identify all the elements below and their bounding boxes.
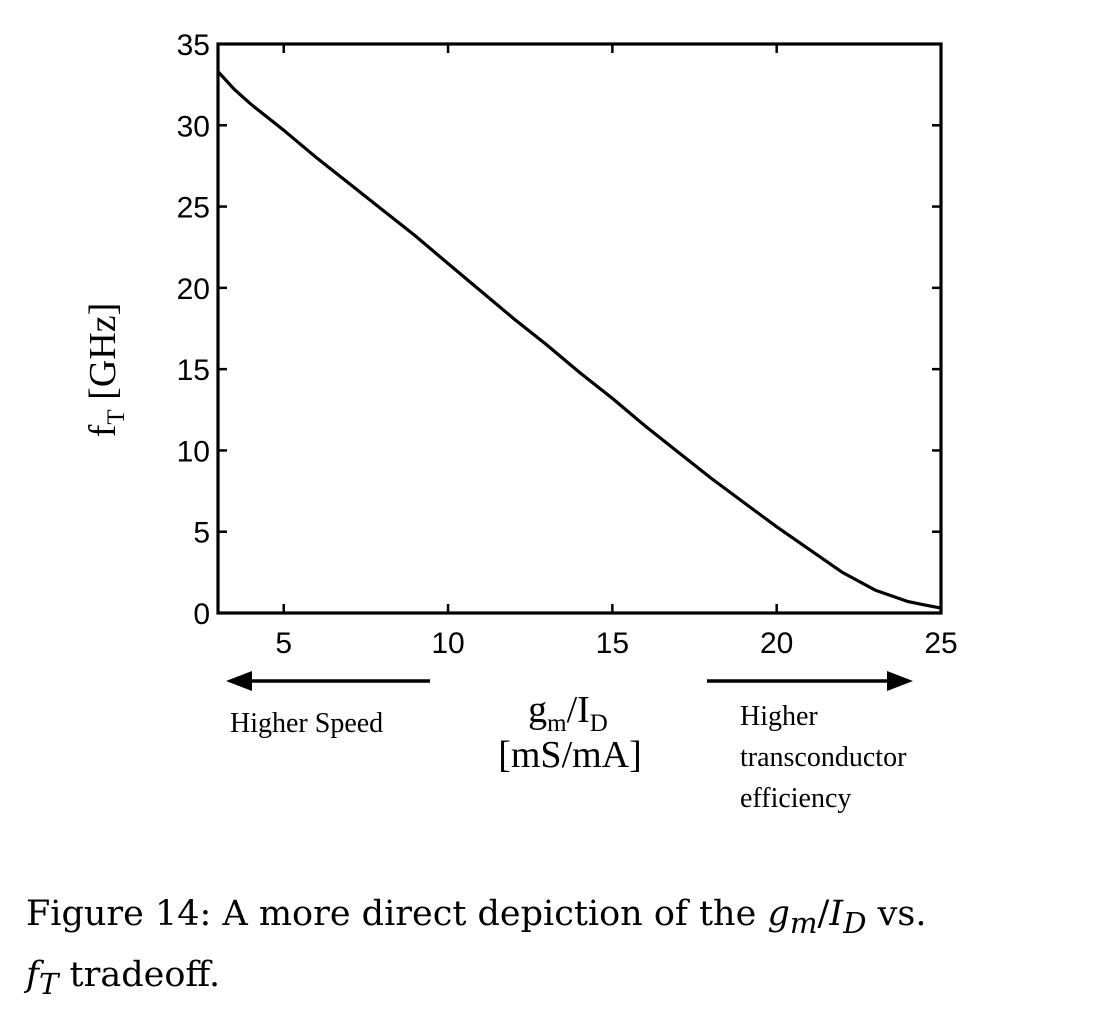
caption-id: I — [829, 894, 844, 934]
left-arrow — [226, 671, 430, 691]
tick-marks — [218, 42, 943, 615]
x-axis-label-sub2: D — [590, 710, 608, 737]
caption-id-sub: D — [843, 906, 867, 940]
x-tick-label: 20 — [760, 627, 793, 660]
plot-axes — [216, 42, 943, 615]
y-tick-label: 15 — [177, 354, 210, 387]
x-axis-label-sub1: m — [547, 710, 567, 737]
plot-frame — [216, 42, 943, 615]
x-axis-label-main: g — [528, 689, 547, 731]
caption-mid: vs. — [866, 894, 927, 934]
figure-caption: Figure 14: A more direct depiction of th… — [26, 888, 1086, 1010]
right-arrow — [707, 671, 913, 691]
x-axis-unit: [mS/mA] — [498, 734, 642, 776]
x-tick-label: 25 — [924, 627, 957, 660]
y-tick-label: 10 — [177, 435, 210, 468]
y-tick-label: 25 — [177, 192, 210, 225]
caption-ft: f — [26, 955, 39, 995]
x-axis-label: gm/ID — [528, 689, 608, 737]
caption-gm-sub: m — [789, 906, 818, 940]
series-line — [216, 70, 942, 610]
x-tick-label: 15 — [596, 627, 629, 660]
y-axis-label-main: f — [82, 424, 124, 437]
y-tick-label: 20 — [177, 273, 210, 306]
annotation-line-3: efficiency — [740, 783, 851, 814]
y-axis-label-unit: [GHz] — [82, 303, 124, 410]
y-tick-label: 35 — [177, 29, 210, 62]
y-tick-label: 0 — [193, 598, 210, 631]
caption-ft-sub: T — [38, 967, 59, 1001]
y-tick-label: 30 — [177, 110, 210, 143]
y-axis-label-sub: T — [103, 409, 130, 424]
annotation-higher-speed: Higher Speed — [230, 708, 383, 739]
x-tick-label: 5 — [275, 627, 292, 660]
x-tick-label: 10 — [431, 627, 464, 660]
annotation-line-2: transconductor — [740, 742, 907, 773]
annotation-line-1: Higher — [740, 701, 818, 732]
caption-gm: g — [767, 894, 790, 934]
y-tick-label: 5 — [193, 517, 210, 550]
tick-labels: 5 10 15 20 25 0 5 10 15 20 25 30 35 — [177, 29, 958, 660]
caption-slash: / — [817, 894, 830, 934]
caption-suffix: tradeoff. — [58, 955, 221, 995]
chart: 5 10 15 20 25 0 5 10 15 20 25 30 35 fT [GHz] gm/ID [… — [82, 29, 958, 814]
annotation-higher-efficiency: Higher transconductor efficiency — [740, 701, 913, 814]
y-axis-label: fT [GHz] — [82, 303, 130, 438]
x-axis-label-mid: /I — [567, 689, 590, 731]
caption-prefix: Figure 14: A more direct depiction of th… — [26, 894, 768, 934]
